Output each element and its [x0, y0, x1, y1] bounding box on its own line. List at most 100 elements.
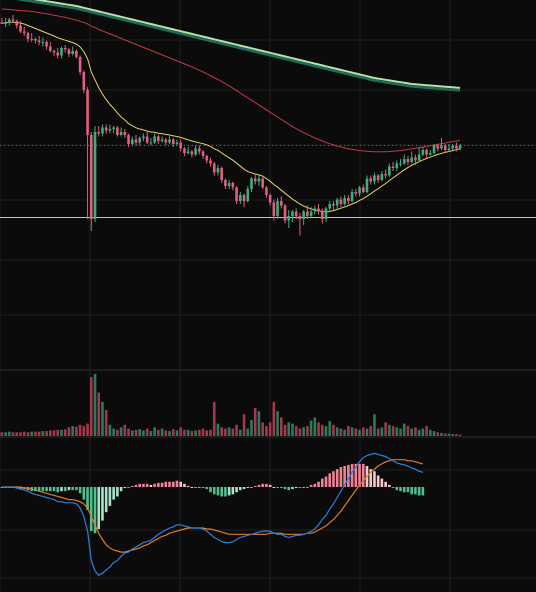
volume-bar[interactable]: [257, 411, 261, 436]
candle-body[interactable]: [86, 90, 89, 135]
candle-body[interactable]: [432, 145, 436, 154]
candle-body[interactable]: [179, 142, 183, 149]
volume-bar[interactable]: [395, 427, 399, 436]
macd-histogram-bar[interactable]: [253, 485, 257, 487]
candle-body[interactable]: [171, 139, 175, 145]
volume-bar[interactable]: [298, 428, 302, 436]
candle-body[interactable]: [216, 168, 220, 173]
candle-body[interactable]: [414, 157, 417, 161]
price-panel[interactable]: [0, 0, 536, 236]
macd-histogram-bar[interactable]: [164, 481, 168, 487]
candle-body[interactable]: [253, 178, 257, 182]
volume-bar[interactable]: [93, 374, 97, 436]
candle-body[interactable]: [276, 201, 279, 216]
candle-body[interactable]: [52, 51, 56, 53]
candle-body[interactable]: [82, 72, 86, 90]
volume-bar[interactable]: [391, 426, 395, 436]
candle-body[interactable]: [205, 156, 209, 161]
volume-bar[interactable]: [365, 428, 369, 436]
candle-body[interactable]: [41, 42, 45, 43]
volume-bar[interactable]: [175, 430, 179, 436]
macd-histogram-bar[interactable]: [257, 484, 261, 487]
volume-bar[interactable]: [15, 432, 19, 436]
volume-bar[interactable]: [287, 422, 291, 436]
volume-bar[interactable]: [194, 430, 197, 436]
candle-body[interactable]: [279, 201, 283, 206]
macd-histogram-bar[interactable]: [116, 487, 119, 497]
candle-body[interactable]: [71, 51, 74, 54]
candle-body[interactable]: [160, 139, 164, 142]
candle-body[interactable]: [265, 187, 268, 196]
volume-bar[interactable]: [384, 422, 387, 436]
volume-bar[interactable]: [48, 430, 52, 436]
volume-bar[interactable]: [343, 429, 346, 436]
volume-bar[interactable]: [97, 392, 101, 436]
volume-bar[interactable]: [227, 427, 231, 436]
candle-body[interactable]: [317, 208, 320, 212]
macd-histogram-bar[interactable]: [302, 487, 305, 488]
volume-bar[interactable]: [320, 424, 324, 436]
macd-histogram-bar[interactable]: [89, 487, 93, 532]
candle-body[interactable]: [183, 148, 186, 154]
candle-body[interactable]: [201, 151, 205, 157]
volume-bar[interactable]: [22, 431, 26, 436]
candle-body[interactable]: [11, 19, 15, 22]
volume-bar[interactable]: [52, 430, 56, 436]
volume-bar[interactable]: [186, 429, 190, 436]
volume-bar[interactable]: [279, 417, 283, 436]
volume-bar[interactable]: [19, 432, 22, 436]
candle-body[interactable]: [26, 33, 30, 39]
volume-bar[interactable]: [376, 428, 380, 436]
volume-bar[interactable]: [224, 428, 227, 436]
volume-bar[interactable]: [41, 431, 45, 436]
volume-bar[interactable]: [440, 432, 443, 436]
macd-histogram-bar[interactable]: [112, 487, 115, 500]
candle-body[interactable]: [198, 148, 201, 152]
candle-body[interactable]: [306, 211, 309, 217]
candle-body[interactable]: [425, 150, 428, 155]
candle-body[interactable]: [60, 48, 63, 56]
volume-bar[interactable]: [179, 427, 183, 436]
macd-histogram-bar[interactable]: [220, 487, 223, 497]
candle-body[interactable]: [242, 195, 246, 201]
macd-histogram-bar[interactable]: [212, 487, 216, 495]
candle-body[interactable]: [127, 135, 130, 144]
candle-body[interactable]: [63, 48, 67, 50]
candle-body[interactable]: [440, 145, 443, 149]
macd-histogram-bar[interactable]: [142, 483, 145, 487]
macd-histogram-bar[interactable]: [82, 487, 86, 500]
candle-body[interactable]: [320, 211, 324, 220]
candle-body[interactable]: [56, 52, 60, 56]
volume-bar[interactable]: [160, 428, 164, 436]
macd-histogram-bar[interactable]: [406, 487, 410, 493]
macd-histogram-bar[interactable]: [380, 478, 384, 487]
candle-body[interactable]: [294, 211, 298, 217]
volume-bar[interactable]: [153, 427, 156, 436]
macd-histogram-bar[interactable]: [324, 476, 328, 488]
candle-body[interactable]: [421, 150, 425, 155]
candle-body[interactable]: [224, 180, 227, 186]
volume-bar[interactable]: [317, 422, 320, 436]
candle-body[interactable]: [30, 39, 33, 40]
macd-histogram-bar[interactable]: [60, 487, 63, 492]
volume-bar[interactable]: [306, 426, 309, 436]
macd-histogram-bar[interactable]: [130, 485, 134, 487]
candle-body[interactable]: [164, 139, 168, 143]
volume-bar[interactable]: [324, 426, 328, 436]
candle-body[interactable]: [123, 132, 127, 135]
candle-body[interactable]: [298, 216, 302, 219]
macd-histogram-bar[interactable]: [231, 487, 235, 495]
macd-histogram-bar[interactable]: [354, 463, 358, 487]
macd-histogram-bar[interactable]: [138, 483, 142, 487]
volume-bar[interactable]: [30, 431, 33, 436]
macd-histogram-bar[interactable]: [391, 487, 395, 489]
volume-bar[interactable]: [45, 431, 48, 436]
volume-bar[interactable]: [276, 411, 279, 436]
volume-bar[interactable]: [82, 426, 86, 436]
macd-histogram-bar[interactable]: [41, 487, 45, 492]
candle-body[interactable]: [175, 142, 179, 145]
candle-body[interactable]: [455, 145, 458, 149]
volume-bar[interactable]: [421, 428, 425, 436]
macd-histogram-bar[interactable]: [186, 485, 190, 487]
candle-body[interactable]: [287, 216, 291, 221]
